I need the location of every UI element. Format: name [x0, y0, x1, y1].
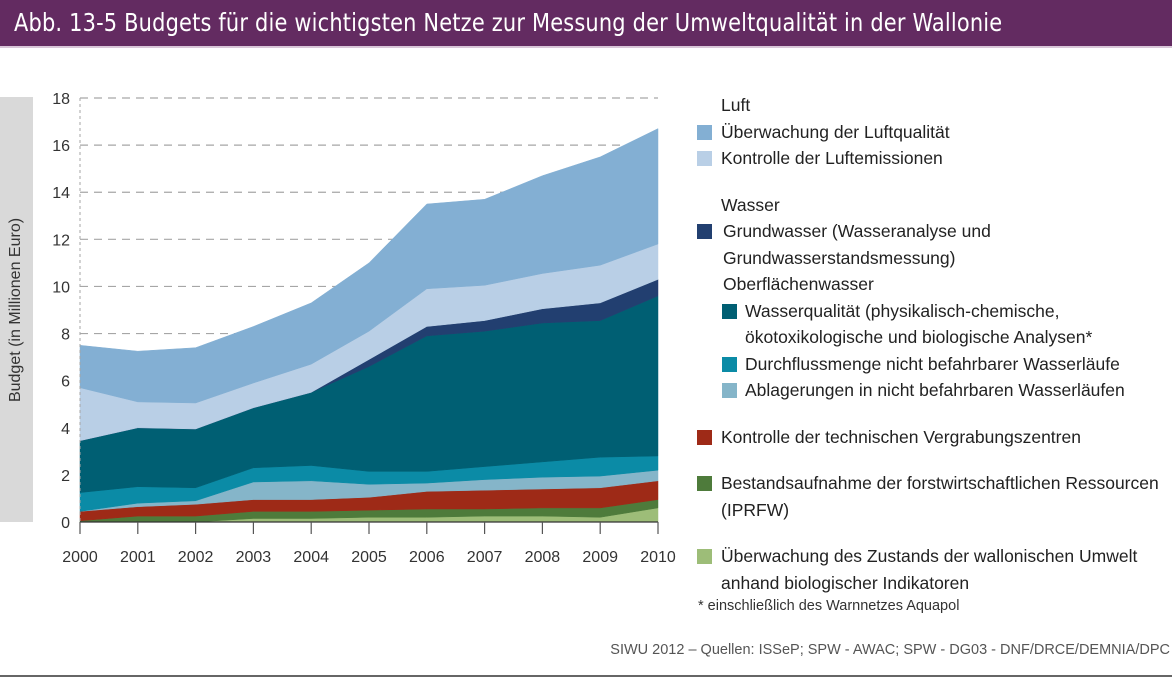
legend-swatch-luftemissionen	[697, 151, 712, 166]
legend-label: Überwachung der Luftqualität	[721, 121, 950, 142]
x-tick-label: 2009	[582, 549, 618, 566]
x-tick-label: 2002	[178, 549, 214, 566]
legend-swatch-durchfluss	[722, 356, 737, 372]
y-tick-label: 16	[52, 138, 70, 155]
area-series-8	[79, 128, 659, 404]
legend-item-durchfluss: Durchflussmenge nicht befahrbarer Wasser…	[697, 351, 1167, 378]
legend-swatch-luftqualitaet	[697, 124, 712, 140]
legend-label: Ablagerungen in nicht befahrbaren Wasser…	[745, 380, 1125, 400]
legend-item-ablagerungen: Ablagerungen in nicht befahrbaren Wasser…	[697, 377, 1167, 404]
x-tick-label: 2006	[409, 549, 445, 566]
legend-label: Durchflussmenge nicht befahrbarer Wasser…	[745, 353, 1120, 374]
legend-label: Grundwasserstandsmessung)	[723, 247, 956, 268]
legend-item-grundwasser: Grundwasser (Wasseranalyse und Grundwass…	[697, 218, 1167, 271]
x-tick-labels: 2000 2001 2002 2003 2004 2005 2006 2007 2008 2009…	[62, 549, 676, 566]
y-tick-label: 0	[61, 515, 70, 532]
legend-label: (IPRFW)	[721, 499, 790, 520]
source-note: SIWU 2012 – Quellen: ISSeP; SPW - AWAC; …	[610, 642, 1170, 658]
y-tick-label: 2	[61, 468, 70, 485]
x-tick-label: 2008	[525, 549, 561, 566]
y-tick-label: 8	[61, 327, 70, 344]
x-tick-label: 2005	[351, 549, 387, 566]
legend: Luft Überwachung der Luftqualität Kontro…	[697, 92, 1167, 596]
title-divider	[0, 46, 1172, 48]
y-tick-label: 4	[61, 421, 70, 438]
bottom-divider	[0, 675, 1172, 677]
legend-swatch-ablagerungen	[722, 383, 737, 398]
legend-group-luft: Luft	[721, 95, 751, 115]
y-tick-label: 12	[52, 232, 70, 249]
x-tick-label: 2010	[640, 549, 676, 566]
legend-group-oberflaechenwasser: Oberflächenwasser	[723, 274, 874, 294]
legend-item-iprfw: Bestandsaufnahme der forstwirtschaftlich…	[697, 470, 1167, 523]
legend-label: anhand biologischer Indikatoren	[721, 572, 970, 593]
x-tick-label: 2004	[293, 549, 329, 566]
y-tick-label: 14	[52, 185, 70, 202]
legend-item-bioindikatoren: Überwachung des Zustands der wallonische…	[697, 543, 1167, 596]
footnote: * einschließlich des Warnnetzes Aquapol	[698, 598, 960, 614]
legend-label: Grundwasser (Wasseranalyse und	[723, 221, 991, 241]
legend-swatch-vergrabung	[697, 429, 712, 445]
legend-swatch-iprfw	[697, 476, 712, 491]
legend-item-vergrabung: Kontrolle der technischen Vergrabungszen…	[697, 424, 1167, 451]
legend-swatch-grundwasser	[697, 224, 712, 239]
legend-label: Kontrolle der technischen Vergrabungszen…	[721, 426, 1081, 447]
y-tick-label: 6	[61, 374, 70, 391]
x-tick-label: 2000	[62, 549, 98, 566]
legend-label: Überwachung des Zustands der wallonische…	[721, 546, 1138, 566]
legend-label: Wasserqualität (physikalisch-chemische,	[745, 300, 1060, 321]
x-tick-label: 2001	[120, 549, 156, 566]
legend-group-wasser: Wasser	[721, 194, 780, 215]
x-tick-label: 2007	[467, 549, 503, 566]
chart-title-bar: Abb. 13-5 Budgets für die wichtigsten Ne…	[0, 0, 1172, 46]
area-layers	[79, 128, 659, 523]
legend-label: Bestandsaufnahme der forstwirtschaftlich…	[721, 473, 1159, 493]
legend-swatch-wasserqualitaet	[722, 303, 737, 319]
y-tick-label: 18	[52, 91, 70, 108]
legend-item-wasserqualitaet: Wasserqualität (physikalisch-chemische, …	[697, 298, 1167, 351]
legend-item-luftqualitaet: Überwachung der Luftqualität	[697, 119, 1167, 146]
legend-label: Kontrolle der Luftemissionen	[721, 148, 943, 168]
axes	[79, 98, 659, 534]
y-tick-label: 10	[52, 279, 70, 296]
x-tick-label: 2003	[236, 549, 272, 566]
legend-item-luftemissionen: Kontrolle der Luftemissionen	[697, 145, 1167, 172]
y-axis-label-band	[0, 97, 33, 522]
y-tick-labels: 0 2 4 6 8 10 12 14 16 18	[52, 91, 70, 532]
stacked-area-chart: 0 2 4 6 8 10 12 14 16 18 2000 2001 2002 2003 2004 2005…	[52, 91, 676, 566]
legend-swatch-bioindikatoren	[697, 549, 712, 564]
chart-title: Abb. 13-5 Budgets für die wichtigsten Ne…	[14, 8, 1003, 37]
legend-label: ökotoxikologische und biologische Analys…	[745, 327, 1093, 347]
